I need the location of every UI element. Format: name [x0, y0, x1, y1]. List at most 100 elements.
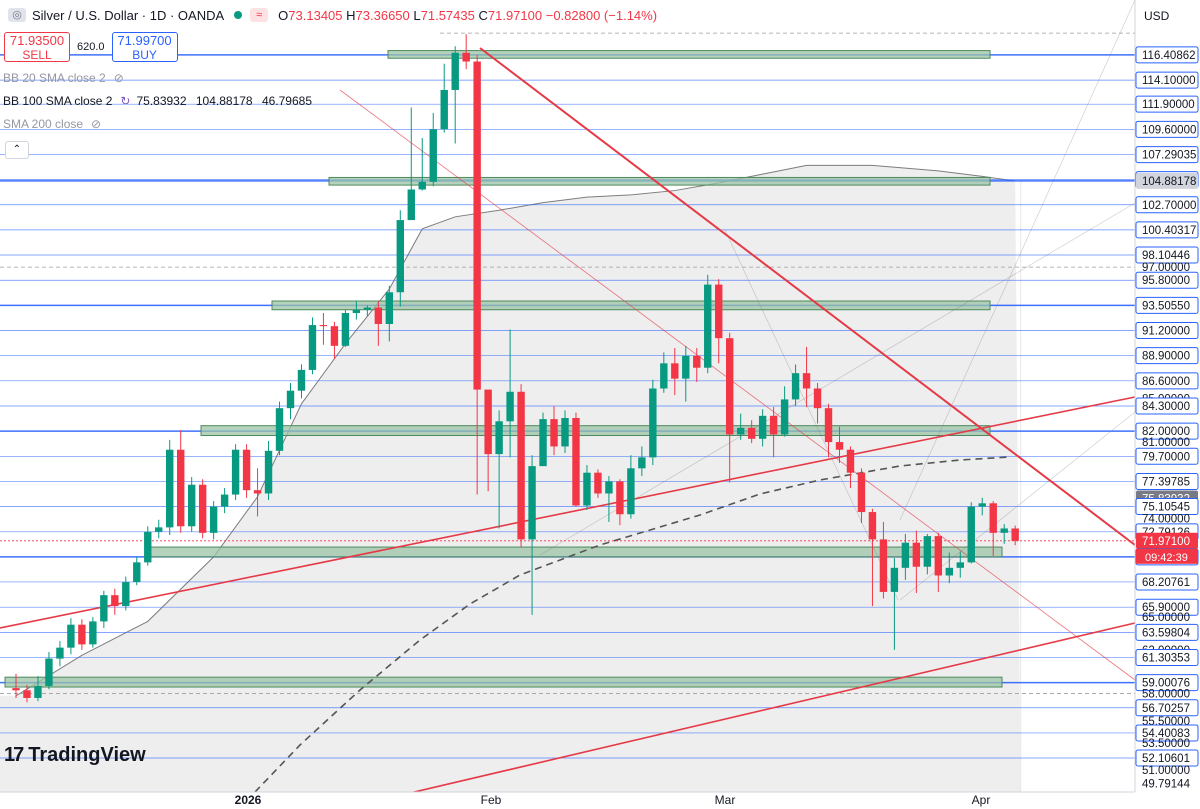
- candle: [264, 440, 273, 501]
- candle: [363, 305, 372, 317]
- candle: [56, 641, 64, 667]
- candle: [682, 345, 690, 402]
- tradingview-logo: 17 TradingView: [4, 744, 146, 767]
- plain-price-label: 97.00000: [1142, 262, 1190, 274]
- indicator-sma200[interactable]: SMA 200 close ⊘: [3, 117, 101, 131]
- candle: [144, 526, 152, 566]
- price-label-box: [1135, 749, 1199, 767]
- time-label: Feb: [481, 793, 502, 807]
- price-label-box: [1135, 447, 1199, 465]
- level-price-label: 82.00000: [1142, 426, 1190, 438]
- candle-body: [835, 442, 844, 450]
- candle-body: [704, 284, 712, 368]
- candle-body: [418, 181, 426, 190]
- price-label-box: [1135, 120, 1199, 138]
- candle-body: [396, 220, 404, 293]
- level-price-label: 56.70257: [1142, 703, 1190, 715]
- candle: [275, 401, 284, 456]
- candle: [198, 479, 207, 539]
- indicator-bb100[interactable]: BB 100 SMA close 2 ↻ 75.83932 104.88178 …: [3, 94, 312, 108]
- candle: [396, 210, 404, 307]
- indicator-bb20[interactable]: BB 20 SMA close 2 ⊘: [3, 71, 124, 85]
- eye-hidden-icon[interactable]: ⊘: [113, 71, 124, 85]
- candle: [100, 590, 108, 628]
- candle-body: [517, 391, 525, 540]
- price-label-box: [1135, 71, 1199, 89]
- candle-body: [978, 503, 986, 507]
- close-label: C: [478, 7, 488, 23]
- candle-body: [758, 415, 767, 439]
- price-label-box: [1135, 623, 1199, 641]
- candle-body: [198, 484, 207, 533]
- candle-body: [286, 390, 295, 409]
- candle: [627, 455, 635, 519]
- price-label-box: [1135, 221, 1199, 239]
- candle-body: [780, 399, 789, 435]
- level-price-label: 111.90000: [1142, 99, 1195, 111]
- candle: [133, 556, 141, 586]
- level-price-label: 102.70000: [1142, 200, 1196, 212]
- symbol-title[interactable]: Silver / U.S. Dollar · 1D · OANDA: [32, 7, 225, 23]
- candle: [638, 446, 646, 476]
- candle: [308, 317, 317, 375]
- bb-fill-area: [0, 165, 1021, 793]
- level-price-label: 98.10446: [1142, 250, 1190, 262]
- candle-body: [1000, 528, 1008, 533]
- candle-body: [462, 52, 470, 62]
- sell-button[interactable]: 71.93500 SELL: [4, 32, 70, 62]
- price-label-box: [1135, 498, 1199, 516]
- trend-line: [899, 0, 1136, 521]
- candle-body: [572, 418, 580, 506]
- candle: [934, 532, 943, 592]
- candle-body: [561, 418, 569, 447]
- candle: [297, 364, 306, 399]
- level-price-label: 93.50550: [1142, 300, 1190, 312]
- candle: [506, 329, 514, 458]
- candle: [319, 313, 328, 345]
- candle: [605, 475, 613, 522]
- level-price-label: 59.00076: [1142, 678, 1190, 690]
- candle: [374, 301, 383, 346]
- candle: [177, 430, 185, 533]
- candle-body: [155, 527, 163, 532]
- open-label: O: [278, 7, 289, 23]
- candle-body: [605, 481, 613, 494]
- price-label-box: [1135, 322, 1199, 340]
- countdown-label: 09:42:39: [1145, 552, 1188, 564]
- eye-hidden-icon[interactable]: ⊘: [91, 117, 102, 131]
- buy-button[interactable]: 71.99700 BUY: [111, 32, 178, 62]
- collapse-legend-button[interactable]: ⌃: [5, 141, 29, 159]
- candle: [473, 54, 481, 495]
- candle-body: [242, 449, 251, 491]
- level-price-label: 107.29035: [1142, 150, 1196, 162]
- candle-body: [671, 363, 679, 379]
- change-value: −0.82800 (−1.14%): [545, 7, 658, 23]
- currency-selector[interactable]: USD: [1144, 9, 1170, 23]
- candle: [1000, 524, 1008, 544]
- bb100-basis: 75.83932: [136, 94, 187, 108]
- plain-price-label: 49.79144: [1142, 778, 1191, 790]
- price-label-box: [1135, 271, 1199, 289]
- level-price-label: 109.60000: [1142, 124, 1196, 136]
- candle: [166, 439, 174, 536]
- candle-body: [440, 89, 448, 130]
- candle-body: [846, 449, 855, 473]
- candle: [923, 533, 932, 575]
- candle: [879, 521, 888, 599]
- level-price-label: 88.90000: [1142, 351, 1190, 363]
- price-label-box: [1135, 296, 1199, 314]
- candle: [561, 410, 569, 454]
- candle-body: [275, 408, 284, 451]
- price-zone: [387, 50, 991, 59]
- candle: [23, 684, 31, 703]
- candle: [846, 446, 855, 488]
- level-price-label: 65.90000: [1142, 602, 1190, 614]
- candle-body: [253, 490, 262, 494]
- candle-body: [56, 647, 64, 659]
- candle-body: [133, 562, 141, 583]
- candle-body: [308, 325, 317, 370]
- candle-body: [824, 408, 833, 443]
- candle-body: [550, 419, 558, 447]
- candle-body: [726, 338, 734, 435]
